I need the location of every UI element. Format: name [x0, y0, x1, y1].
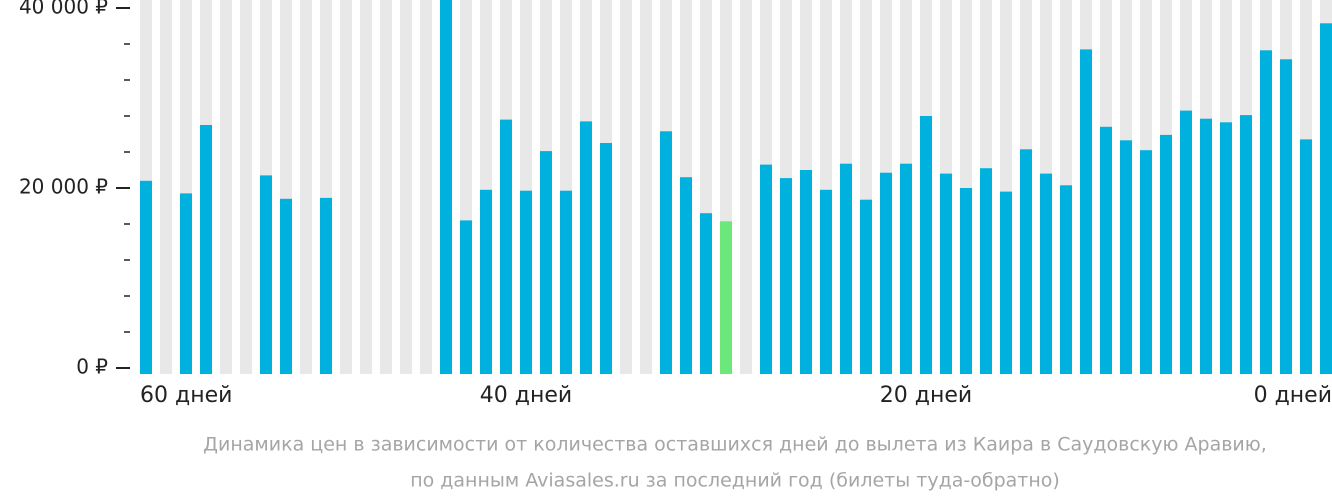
bar: [580, 121, 592, 375]
bar-background: [640, 0, 652, 374]
bar: [960, 188, 972, 374]
bar-background: [300, 0, 312, 374]
y-tick-label: 0 ₽: [76, 355, 108, 379]
bar: [560, 190, 572, 374]
bar: [1000, 191, 1012, 374]
bar: [700, 213, 712, 374]
bar: [780, 178, 792, 374]
bar-background: [740, 0, 752, 374]
caption-line: Динамика цен в зависимости от количества…: [203, 434, 1267, 456]
bar: [540, 151, 552, 374]
bar: [1320, 23, 1332, 375]
bar: [500, 119, 512, 374]
bar: [180, 193, 192, 374]
bar: [980, 168, 992, 374]
x-tick-label: 0 дней: [1254, 383, 1332, 408]
bar: [1120, 140, 1132, 374]
bar: [1100, 126, 1112, 374]
bar-background: [160, 0, 172, 374]
bar: [900, 163, 912, 374]
bar: [480, 189, 492, 374]
bar: [600, 143, 612, 374]
bar-background: [620, 0, 632, 374]
bar: [840, 163, 852, 374]
bar: [660, 131, 672, 374]
bar: [1260, 50, 1272, 375]
bar: [940, 173, 952, 374]
bar: [1280, 59, 1292, 375]
bar: [280, 198, 292, 374]
bar: [1240, 115, 1252, 374]
y-tick-label: 40 000 ₽: [19, 0, 108, 19]
bar: [760, 164, 772, 374]
bar-background: [420, 0, 432, 374]
x-tick-label: 60 дней: [140, 383, 232, 408]
bar: [1300, 139, 1312, 374]
bar: [1020, 149, 1032, 374]
bar: [1160, 134, 1172, 374]
bar-background: [340, 0, 352, 374]
bar: [520, 190, 532, 374]
bar: [1040, 173, 1052, 374]
bar: [460, 220, 472, 374]
caption-line: по данным Aviasales.ru за последний год …: [410, 470, 1060, 492]
bar-background: [380, 0, 392, 374]
bar: [680, 177, 692, 374]
bar: [1180, 110, 1192, 374]
bar: [320, 197, 332, 374]
bar: [1060, 185, 1072, 374]
bar: [200, 125, 212, 374]
bar: [140, 180, 152, 374]
bar: [1200, 118, 1212, 374]
bar: [1140, 150, 1152, 374]
y-tick-label: 20 000 ₽: [19, 175, 108, 199]
bar: [860, 199, 872, 374]
bar: [1220, 122, 1232, 374]
bar: [440, 0, 452, 375]
x-tick-label: 20 дней: [880, 383, 972, 408]
bar: [800, 170, 812, 374]
bar-background: [400, 0, 412, 374]
bar: [260, 175, 272, 374]
bar: [1080, 49, 1092, 375]
bar: [820, 189, 832, 374]
bar: [920, 116, 932, 374]
bar-background: [240, 0, 252, 374]
bar: [880, 172, 892, 374]
bar-background: [360, 0, 372, 374]
x-tick-label: 40 дней: [480, 383, 572, 408]
bar: [720, 221, 732, 374]
bar-background: [220, 0, 232, 374]
